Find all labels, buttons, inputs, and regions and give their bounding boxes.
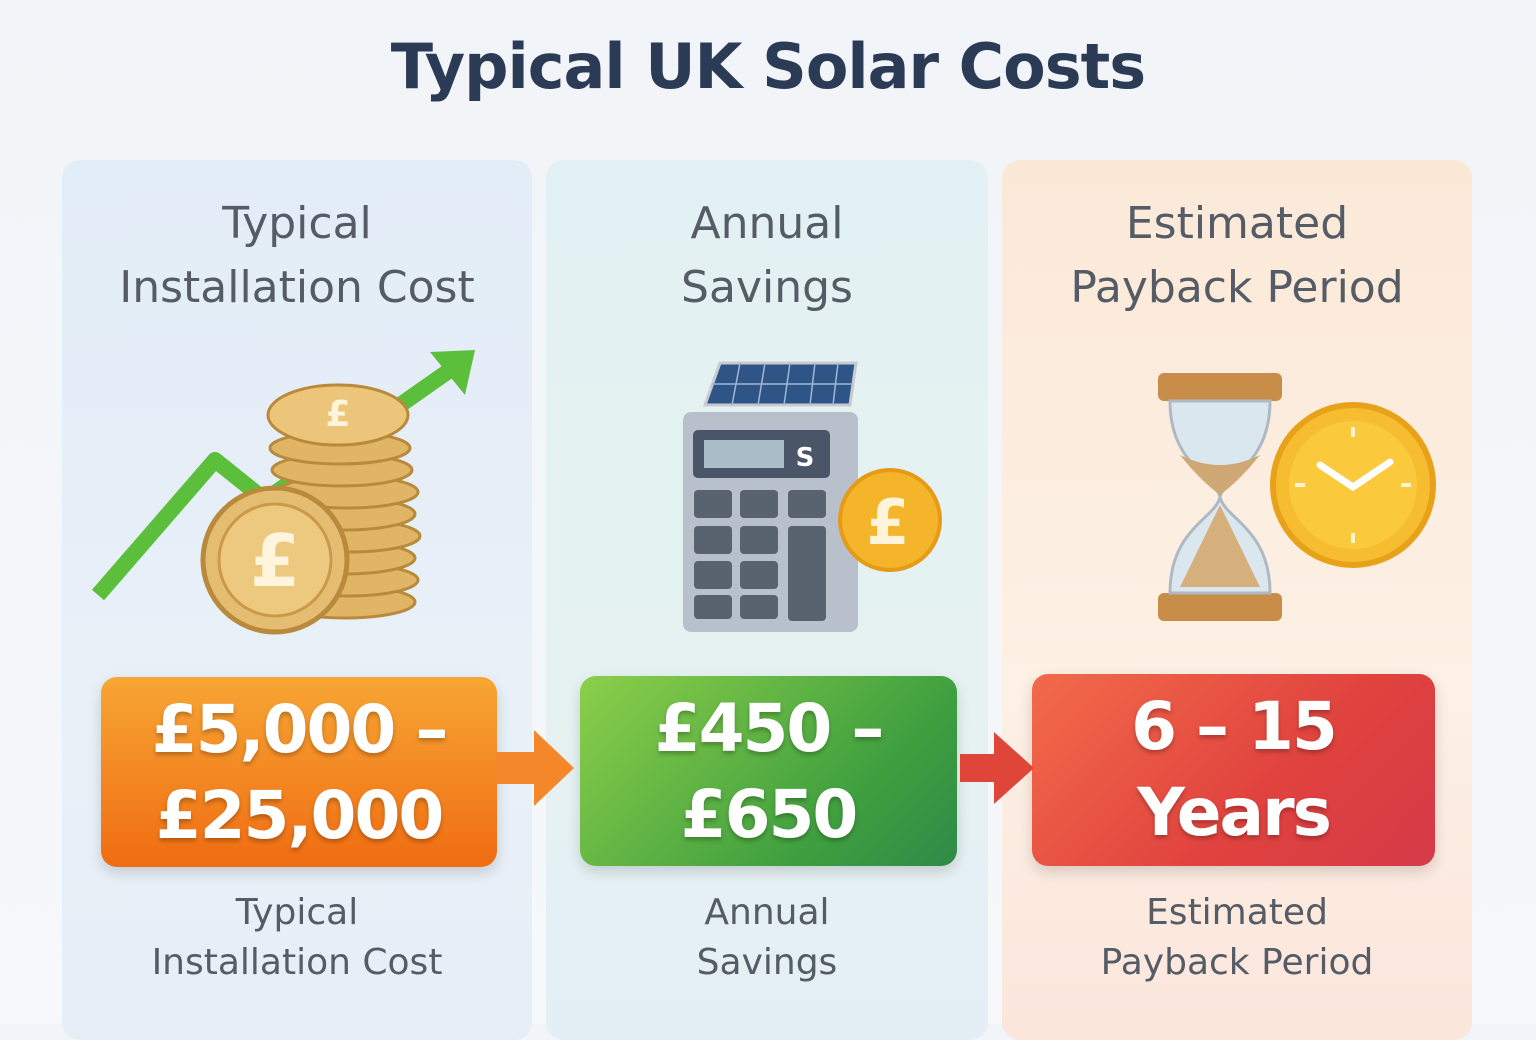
caption-line: Installation Cost [151,942,443,983]
pound-coins-rising-arrow-icon: £ £ [91,350,475,635]
value-line: £650 [680,776,859,853]
arrow-right-icon [496,730,574,806]
heading-line: Typical [222,198,372,249]
svg-text:£: £ [325,394,350,435]
solar-calculator-icon: S £ [683,361,942,632]
panel-caption: Annual Savings [546,888,988,988]
panel-caption: Estimated Payback Period [1002,888,1472,988]
annual-savings-value: £450 – £650 [580,676,957,866]
value-line: £450 – [654,690,885,767]
heading-line: Installation Cost [119,262,475,313]
heading-line: Payback Period [1070,262,1404,313]
arrow-right-icon [960,732,1034,804]
caption-line: Typical [235,892,359,933]
panel-heading: Typical Installation Cost [62,192,532,320]
payback-period-value: 6 – 15 Years [1032,674,1435,866]
panel-heading: Annual Savings [546,192,988,320]
heading-line: Estimated [1125,198,1349,249]
heading-line: Annual [690,198,844,249]
svg-text:£: £ [250,519,300,603]
value-line: £25,000 [155,777,445,854]
panel-installation-cost: Typical Installation Cost Typical Installa… [62,160,532,1040]
caption-line: Annual [704,892,830,933]
svg-text:S: S [796,443,815,473]
caption-line: Savings [696,942,838,983]
page-title: Typical UK Solar Costs [390,30,1146,103]
panel-payback-period: Estimated Payback Period Estimated Payback… [1002,160,1472,1040]
heading-line: Savings [681,262,853,313]
value-line: Years [1137,774,1332,851]
caption-line: Payback Period [1100,942,1374,983]
value-line: £5,000 – [151,691,449,768]
svg-text:£: £ [866,486,909,559]
panel-heading: Estimated Payback Period [1002,192,1472,320]
caption-line: Estimated [1146,892,1328,933]
hourglass-clock-icon [1158,373,1436,621]
panel-caption: Typical Installation Cost [62,888,532,988]
value-line: 6 – 15 [1131,688,1338,765]
installation-cost-value: £5,000 – £25,000 [101,677,497,867]
